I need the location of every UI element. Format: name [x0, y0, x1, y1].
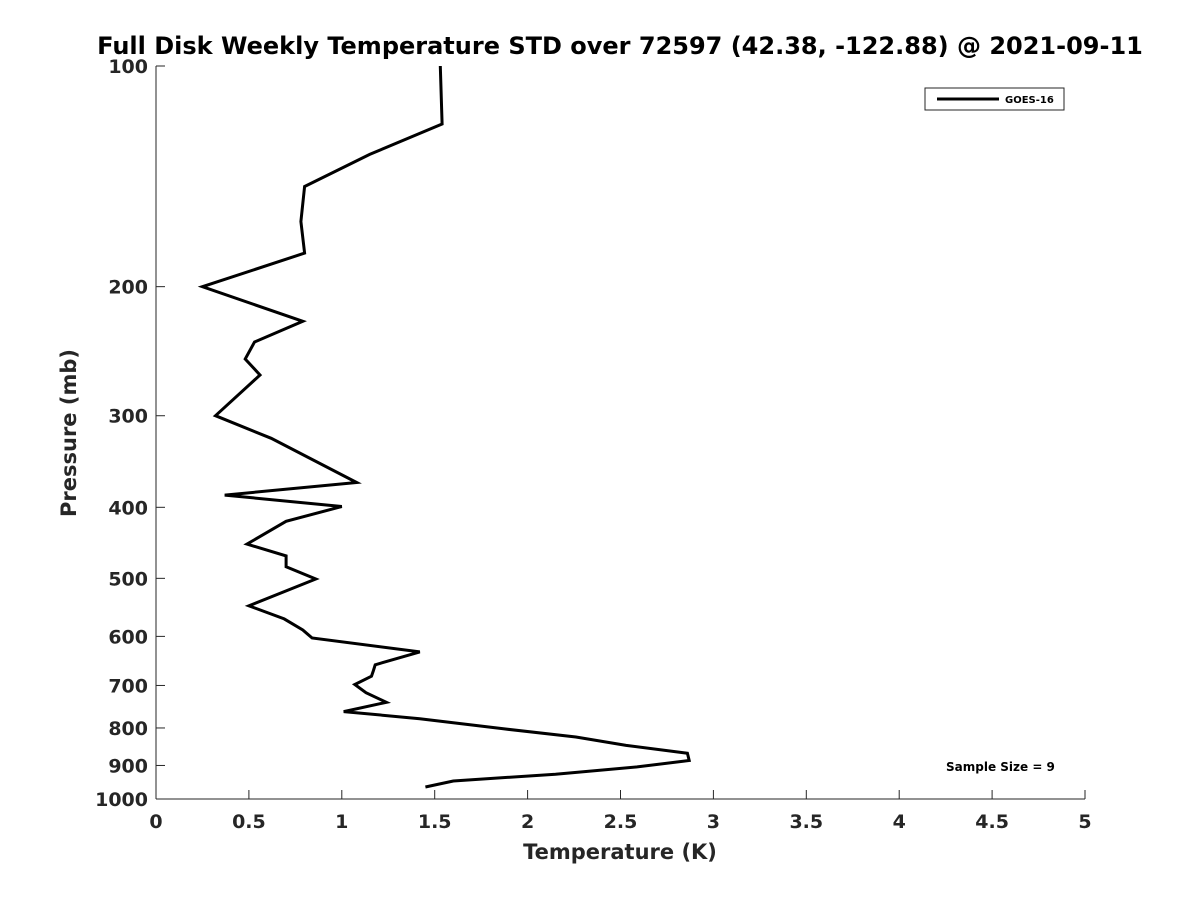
- legend-label-goes16: GOES-16: [1005, 95, 1054, 106]
- y-tick-label: 800: [108, 718, 148, 740]
- chart-title: Full Disk Weekly Temperature STD over 72…: [97, 32, 1143, 60]
- y-axis-ticks: 100 200 300 400 500 600 700 800 900 1000: [95, 56, 165, 811]
- x-tick-label: 3.5: [789, 811, 823, 833]
- sample-size-annotation: Sample Size = 9: [946, 760, 1055, 774]
- y-tick-label: 1000: [95, 789, 148, 811]
- x-tick-label: 0.5: [232, 811, 266, 833]
- y-tick-label: 900: [108, 755, 148, 777]
- x-axis-label: Temperature (K): [523, 840, 717, 864]
- legend: GOES-16: [924, 87, 1065, 111]
- y-axis-label: Pressure (mb): [57, 349, 81, 517]
- x-tick-label: 1: [335, 811, 348, 833]
- x-tick-label: 2: [521, 811, 534, 833]
- x-tick-label: 2.5: [604, 811, 638, 833]
- y-tick-label: 600: [108, 626, 148, 648]
- y-tick-label: 500: [108, 568, 148, 590]
- y-tick-label: 400: [108, 497, 148, 519]
- x-tick-label: 0: [149, 811, 162, 833]
- x-tick-label: 4.5: [975, 811, 1009, 833]
- y-tick-label: 300: [108, 406, 148, 428]
- x-tick-label: 3: [707, 811, 720, 833]
- x-tick-label: 1.5: [418, 811, 452, 833]
- x-tick-label: 5: [1078, 811, 1091, 833]
- series-line-0: [197, 65, 692, 789]
- x-tick-label: 4: [893, 811, 906, 833]
- x-axis-ticks: 0 0.5 1 1.5 2 2.5 3 3.5 4 4.5 5: [149, 790, 1092, 833]
- series-layer: [197, 65, 692, 789]
- y-tick-label: 100: [108, 56, 148, 78]
- y-tick-label: 700: [108, 675, 148, 697]
- y-tick-label: 200: [108, 277, 148, 299]
